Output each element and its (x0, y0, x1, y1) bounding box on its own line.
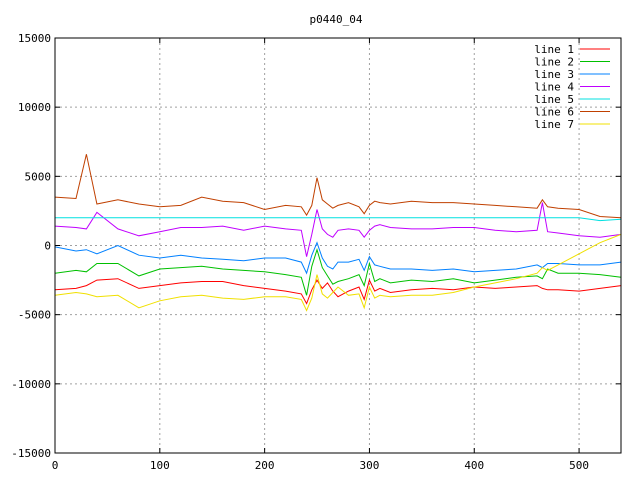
legend-label: line 3 (534, 68, 574, 81)
legend-label: line 1 (534, 43, 574, 56)
x-tick-label: 500 (569, 459, 589, 472)
axis-ticks: 0 100 200 300 400 500 -15000 -10000 -5000 0 5000 10… (11, 32, 621, 472)
x-tick-label: 400 (464, 459, 484, 472)
series-line-6 (54, 154, 622, 219)
series-line-4 (54, 202, 622, 257)
legend-label: line 2 (534, 56, 574, 69)
y-tick-label: -10000 (11, 378, 51, 391)
y-tick-label: -5000 (18, 309, 51, 322)
x-tick-label: 300 (360, 459, 380, 472)
x-tick-label: 100 (150, 459, 170, 472)
series-line-7 (54, 233, 622, 312)
x-tick-label: 200 (255, 459, 275, 472)
y-tick-label: 10000 (18, 101, 51, 114)
x-tick-label: 0 (52, 459, 59, 472)
legend-label: line 4 (534, 81, 574, 94)
series-line-5 (55, 217, 622, 222)
series-line-3 (54, 241, 622, 275)
y-tick-label: -15000 (11, 447, 51, 460)
series-layer (54, 154, 622, 312)
y-tick-label: 0 (44, 240, 51, 253)
series-line-1 (54, 278, 622, 305)
grid (55, 38, 621, 453)
y-tick-label: 5000 (25, 170, 52, 183)
y-tick-label: 15000 (18, 32, 51, 45)
chart-title: p0440_04 (310, 13, 363, 26)
legend-label: line 7 (534, 118, 574, 131)
legend-label: line 5 (534, 93, 574, 106)
legend-label: line 6 (534, 106, 574, 119)
